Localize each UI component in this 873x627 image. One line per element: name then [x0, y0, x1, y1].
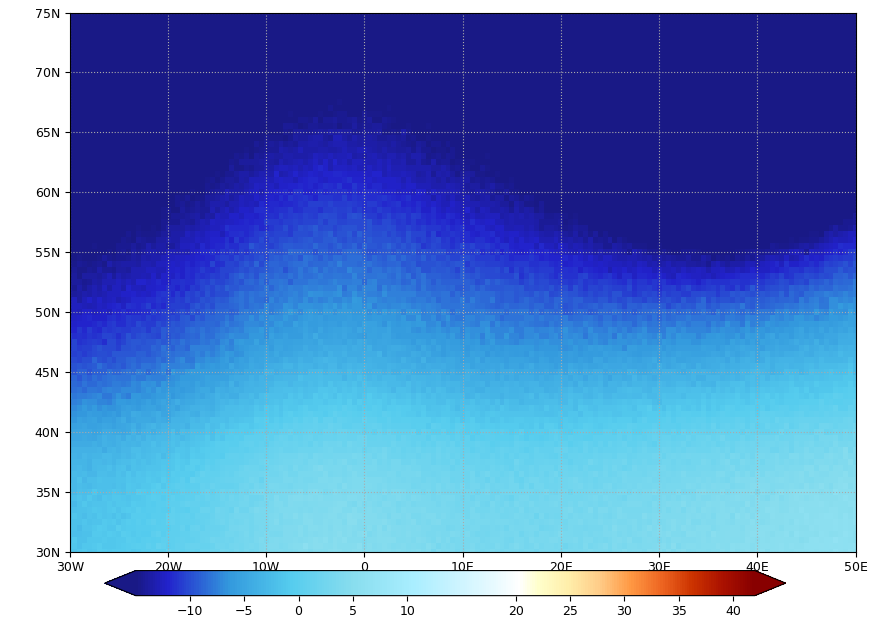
PathPatch shape: [105, 571, 135, 596]
PathPatch shape: [755, 571, 786, 596]
